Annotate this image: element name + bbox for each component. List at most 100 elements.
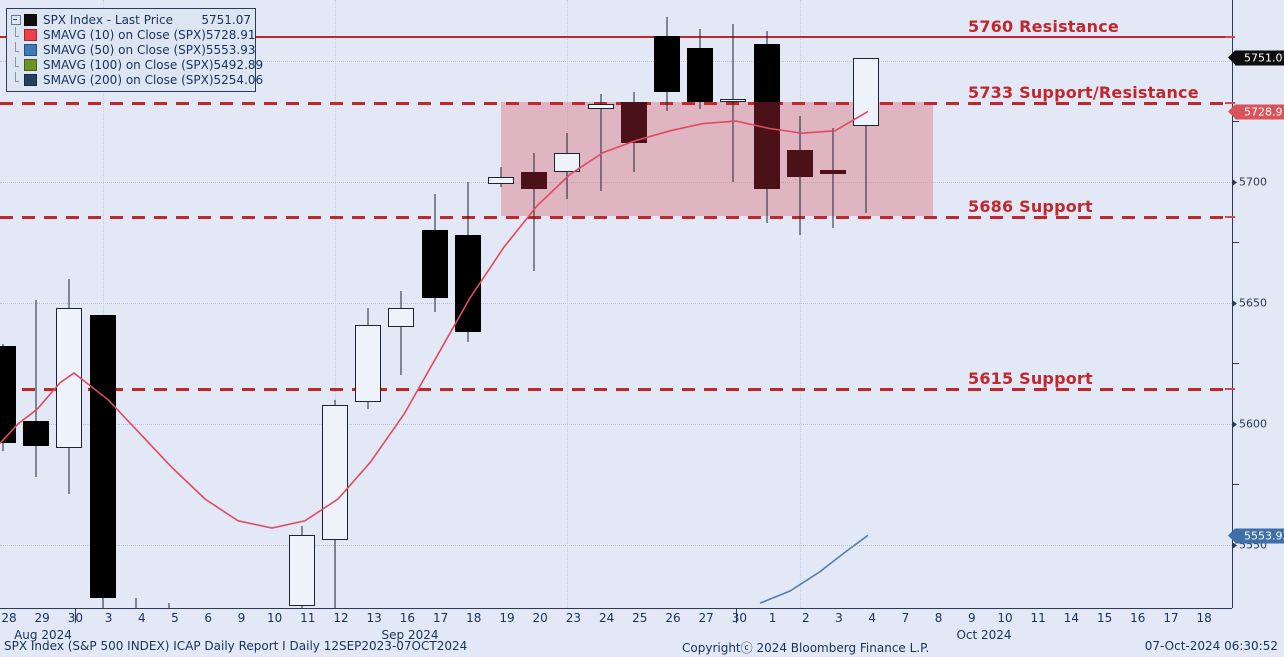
candlestick[interactable] bbox=[123, 0, 149, 608]
candle-wick bbox=[168, 603, 170, 608]
candlestick[interactable] bbox=[720, 0, 747, 608]
price-tick-sr-marker bbox=[1225, 215, 1235, 218]
price-flag-value: 5553.93 bbox=[1244, 529, 1284, 542]
sr-label-5615: 5615 Support bbox=[968, 368, 1093, 388]
gridline-vertical bbox=[567, 0, 569, 608]
date-tick-label: 9 bbox=[237, 611, 246, 625]
candlestick[interactable] bbox=[820, 0, 846, 608]
date-tick-label: 7 bbox=[901, 611, 910, 625]
date-tick-label: 18 bbox=[466, 611, 482, 625]
candlestick[interactable] bbox=[654, 0, 680, 608]
chart-plot-area[interactable]: 5760 Resistance 5733 Support/Resistance 56… bbox=[0, 0, 1232, 608]
date-tick-label: 15 bbox=[1096, 611, 1113, 625]
candle-body bbox=[56, 307, 83, 449]
footer-timestamp: 07-Oct-2024 06:30:52 bbox=[1144, 639, 1278, 653]
candle-body bbox=[853, 58, 880, 126]
date-tick-label: 26 bbox=[665, 611, 681, 625]
candle-body bbox=[786, 150, 813, 177]
candle-body bbox=[421, 230, 448, 298]
date-tick-label: 6 bbox=[204, 611, 213, 625]
date-tick-label: 20 bbox=[532, 611, 548, 625]
candlestick[interactable] bbox=[786, 0, 813, 608]
sr-label-5760: 5760 Resistance bbox=[968, 17, 1119, 37]
candle-body bbox=[322, 404, 348, 541]
candlestick[interactable] bbox=[156, 0, 182, 608]
legend-row[interactable]: SMAVG (200) on Close (SPX) 5254.06 bbox=[11, 72, 263, 87]
date-tick-label: 29 bbox=[34, 611, 50, 625]
date-axis[interactable]: 28 29 30 3 4 5 6 9 10 11 12 13 16 17 18 19 20 23 24 25 26 27 3… bbox=[0, 608, 1232, 642]
candle-body bbox=[355, 324, 382, 403]
candlestick[interactable] bbox=[521, 0, 548, 608]
tree-branch-icon bbox=[11, 42, 22, 55]
candlestick[interactable] bbox=[421, 0, 448, 608]
date-tick-label: 9 bbox=[967, 611, 976, 625]
ma-line bbox=[0, 110, 869, 529]
date-tick-label: 25 bbox=[632, 611, 648, 625]
candlestick[interactable] bbox=[23, 0, 50, 608]
candle-wick bbox=[400, 290, 402, 376]
candlestick[interactable] bbox=[488, 0, 514, 608]
date-tick-label: 27 bbox=[698, 611, 714, 625]
grid-layer bbox=[0, 0, 1232, 608]
candle-body bbox=[687, 48, 714, 102]
price-tick-minor bbox=[1233, 363, 1239, 365]
candlestick[interactable] bbox=[587, 0, 614, 608]
candle-body bbox=[820, 169, 846, 175]
date-axis-month-label: Sep 2024 bbox=[381, 628, 439, 642]
tree-branch-icon bbox=[11, 72, 22, 85]
legend-series-value: 5553.93 bbox=[205, 42, 256, 57]
date-tick-label: 30 bbox=[731, 611, 748, 625]
date-tick-label: 16 bbox=[399, 611, 416, 625]
candle-body bbox=[654, 36, 680, 93]
gridline-horizontal bbox=[0, 181, 1232, 183]
candle-wick bbox=[135, 598, 137, 608]
candle-body bbox=[0, 346, 16, 444]
candle-body bbox=[521, 171, 548, 189]
legend-row[interactable]: SMAVG (10) on Close (SPX) 5728.91 bbox=[11, 27, 256, 42]
footer-bar: SPX Index (S&P 500 INDEX) ICAP Daily Rep… bbox=[0, 638, 1284, 657]
tree-expand-icon[interactable] bbox=[11, 14, 22, 25]
candle-body bbox=[89, 314, 116, 599]
series-legend[interactable]: SPX Index - Last Price 5751.07 SMAVG (10) … bbox=[6, 8, 263, 92]
date-tick-label: 11 bbox=[1030, 611, 1046, 625]
candle-body bbox=[23, 421, 50, 446]
date-axis-month-label: Aug 2024 bbox=[14, 628, 72, 642]
legend-color-swatch bbox=[24, 43, 37, 56]
price-flag-value: 5728.91 bbox=[1244, 105, 1284, 119]
legend-row[interactable]: SMAVG (50) on Close (SPX) 5553.93 bbox=[11, 42, 256, 57]
candlestick[interactable] bbox=[620, 0, 647, 608]
candlestick[interactable] bbox=[322, 0, 348, 608]
date-tick-label: 11 bbox=[300, 611, 316, 625]
date-tick-label: 14 bbox=[1063, 611, 1080, 625]
date-tick-label: 4 bbox=[137, 611, 146, 625]
price-tick-sr-marker bbox=[1225, 101, 1235, 104]
date-tick-label: 10 bbox=[997, 611, 1013, 625]
legend-series-value: 5728.91 bbox=[205, 27, 256, 42]
candlestick[interactable] bbox=[853, 0, 880, 608]
candlestick[interactable] bbox=[89, 0, 116, 608]
candlestick[interactable] bbox=[554, 0, 581, 608]
candle-body bbox=[488, 176, 514, 185]
price-tick: 5600 bbox=[1233, 417, 1267, 430]
candlestick[interactable] bbox=[687, 0, 714, 608]
legend-series-label: SMAVG (200) on Close (SPX) bbox=[43, 72, 214, 87]
gridline-vertical bbox=[799, 0, 801, 608]
candlestick[interactable] bbox=[355, 0, 382, 608]
candlestick[interactable] bbox=[56, 0, 83, 608]
sr-label-5733: 5733 Support/Resistance bbox=[968, 82, 1199, 102]
candle-wick bbox=[832, 128, 834, 228]
date-tick-label: 19 bbox=[499, 611, 515, 625]
date-tick-label: 1 bbox=[768, 611, 777, 625]
candlestick[interactable] bbox=[0, 0, 16, 608]
legend-row[interactable]: SPX Index - Last Price 5751.07 bbox=[11, 12, 251, 27]
gridline-horizontal bbox=[0, 60, 1232, 62]
candlestick[interactable] bbox=[288, 0, 315, 608]
candle-body bbox=[720, 99, 747, 102]
price-tick-sr-marker bbox=[1225, 36, 1235, 39]
candlestick[interactable] bbox=[388, 0, 415, 608]
legend-series-label: SMAVG (100) on Close (SPX) bbox=[43, 57, 214, 72]
legend-row[interactable]: SMAVG (100) on Close (SPX) 5492.89 bbox=[11, 57, 263, 72]
candlestick[interactable] bbox=[753, 0, 780, 608]
price-flag-last: 5751.07 bbox=[1228, 50, 1284, 66]
